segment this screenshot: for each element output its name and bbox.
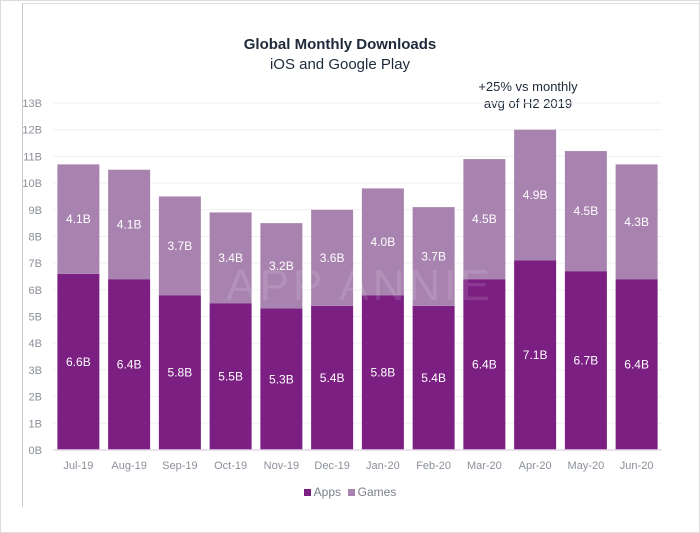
data-label-apps: 6.4B — [624, 358, 649, 372]
chart-title: Global Monthly Downloads — [243, 36, 437, 53]
data-label-games: 4.1B — [117, 217, 142, 231]
bar-apps — [209, 303, 252, 450]
legend: Apps Games — [0, 485, 700, 499]
data-label-games: 4.5B — [472, 212, 497, 226]
y-tick-label: 3B — [29, 365, 42, 377]
chart-frame — [22, 3, 700, 507]
x-tick-label: Jul-19 — [63, 460, 93, 472]
x-tick-label: Dec-19 — [314, 460, 349, 472]
data-label-apps: 5.3B — [269, 372, 294, 386]
data-label-apps: 6.7B — [574, 354, 599, 368]
data-label-apps: 5.4B — [421, 371, 446, 385]
data-label-games: 3.2B — [269, 259, 294, 273]
bar-games — [260, 223, 303, 309]
bar-games — [57, 164, 100, 274]
bar-games — [361, 188, 404, 296]
bar-games — [514, 129, 557, 261]
watermark: APP ANNIE — [226, 261, 494, 310]
data-label-games: 4.3B — [624, 215, 649, 229]
bar-apps — [463, 279, 506, 450]
y-tick-label: 2B — [29, 392, 42, 404]
legend-swatch-apps — [303, 489, 311, 497]
data-label-games: 4.5B — [574, 204, 599, 218]
bar-games — [564, 151, 607, 272]
bar-games — [615, 164, 658, 280]
x-tick-label: Feb-20 — [416, 460, 451, 472]
data-label-apps: 5.4B — [320, 371, 345, 385]
x-tick-label: Apr-20 — [519, 460, 552, 472]
bar-apps — [615, 279, 658, 450]
bar-apps — [311, 305, 354, 450]
bar-games — [311, 209, 354, 306]
y-tick-label: 10B — [22, 178, 42, 190]
bar-games — [108, 169, 151, 280]
bar-games — [412, 207, 455, 306]
legend-label-games: Games — [357, 485, 397, 499]
x-tick-label: May-20 — [568, 460, 605, 472]
data-label-apps: 5.8B — [371, 366, 396, 380]
y-tick-label: 13B — [22, 98, 42, 110]
data-label-games: 4.0B — [371, 235, 396, 249]
bar-apps — [260, 308, 303, 450]
y-tick-label: 9B — [29, 205, 42, 217]
bar-apps — [158, 295, 201, 450]
x-tick-label: Mar-20 — [467, 460, 502, 472]
bar-apps — [564, 271, 607, 450]
bar-apps — [57, 273, 100, 450]
x-tick-label: Aug-19 — [111, 460, 146, 472]
y-tick-label: 6B — [29, 285, 42, 297]
y-tick-label: 1B — [29, 418, 42, 430]
x-tick-label: Sep-19 — [162, 460, 197, 472]
bar-apps — [412, 305, 455, 450]
data-label-apps: 6.6B — [66, 355, 91, 369]
x-tick-label: Oct-19 — [214, 460, 247, 472]
y-tick-label: 0B — [29, 445, 42, 457]
y-tick-label: 5B — [29, 312, 42, 324]
bar-apps — [361, 295, 404, 450]
y-tick-label: 12B — [22, 125, 42, 137]
annotation-line-1: +25% vs monthly — [478, 79, 578, 94]
x-tick-label: Jun-20 — [620, 460, 654, 472]
data-label-games: 3.7B — [168, 239, 193, 253]
data-label-apps: 6.4B — [472, 358, 497, 372]
legend-swatch-games — [347, 489, 355, 497]
data-label-apps: 6.4B — [117, 358, 142, 372]
data-label-games: 3.7B — [421, 249, 446, 263]
bar-apps — [514, 260, 557, 450]
data-label-apps: 5.5B — [218, 370, 243, 384]
x-tick-label: Jan-20 — [366, 460, 400, 472]
bar-games — [209, 212, 252, 304]
data-label-games: 3.6B — [320, 251, 345, 265]
y-tick-label: 4B — [29, 338, 42, 350]
data-label-games: 4.1B — [66, 212, 91, 226]
data-label-games: 3.4B — [218, 251, 243, 265]
y-tick-label: 8B — [29, 231, 42, 243]
x-tick-label: Nov-19 — [264, 460, 299, 472]
data-label-games: 4.9B — [523, 188, 548, 202]
bar-games — [158, 196, 201, 296]
y-tick-label: 11B — [23, 151, 42, 163]
data-label-apps: 7.1B — [523, 348, 548, 362]
data-label-apps: 5.8B — [168, 366, 193, 380]
legend-label-apps: Apps — [313, 485, 341, 499]
bar-apps — [108, 279, 151, 450]
chart-subtitle: iOS and Google Play — [269, 56, 411, 73]
y-tick-label: 7B — [29, 258, 42, 270]
bar-games — [463, 159, 506, 280]
